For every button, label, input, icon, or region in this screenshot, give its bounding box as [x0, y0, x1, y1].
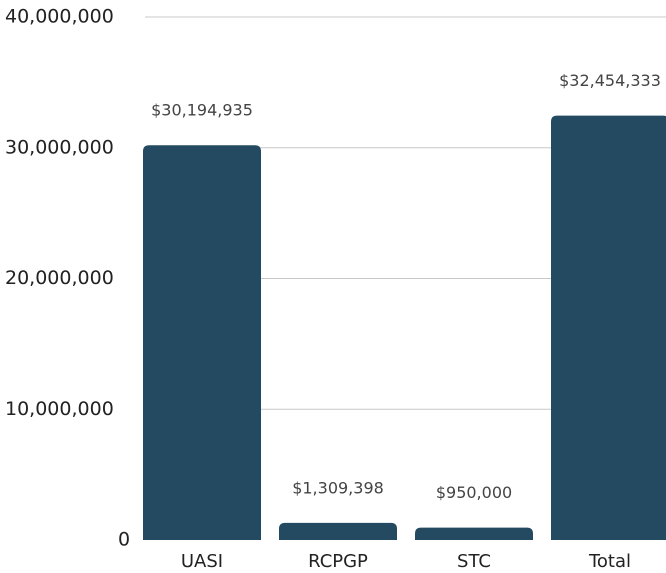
value-label: $1,309,398	[292, 478, 384, 497]
bar	[279, 522, 397, 540]
bar	[143, 145, 261, 540]
value-label: $30,194,935	[151, 101, 253, 120]
x-tick-label: UASI	[181, 551, 223, 572]
x-tick-label: RCPGP	[308, 551, 368, 572]
bar	[551, 115, 666, 540]
y-tick-label: 40,000,000	[5, 6, 114, 28]
y-tick-label: 0	[118, 529, 130, 551]
y-tick-label: 20,000,000	[5, 267, 114, 289]
x-tick-label: STC	[457, 551, 491, 572]
y-tick-label: 10,000,000	[5, 398, 114, 420]
bar	[415, 527, 533, 540]
x-tick-label: Total	[588, 551, 631, 572]
value-label: $950,000	[436, 483, 512, 502]
y-tick-label: 30,000,000	[5, 136, 114, 158]
value-label: $32,454,333	[559, 71, 661, 90]
